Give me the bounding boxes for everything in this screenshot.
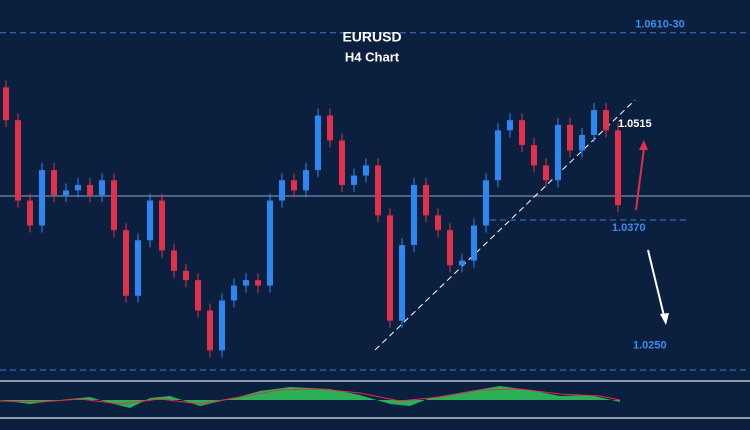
candle-body <box>159 200 165 251</box>
candle-body <box>75 184 81 191</box>
candle-body <box>147 200 153 241</box>
candle-body <box>111 180 117 231</box>
candle-body <box>591 110 597 135</box>
candle-body <box>291 180 297 191</box>
candle-body <box>363 165 369 176</box>
level-label: 1.0610-30 <box>635 19 685 31</box>
candle-body <box>51 170 57 196</box>
chart-subtitle: H4 Chart <box>345 49 400 64</box>
candle-body <box>219 300 225 351</box>
indicator-signal <box>0 388 621 405</box>
candle-body <box>579 134 585 151</box>
level-label: 1.0250 <box>633 340 667 352</box>
candle-body <box>135 240 141 296</box>
candle-body <box>99 180 105 196</box>
candle-body <box>507 120 513 131</box>
candle-body <box>471 225 477 261</box>
arrow-up <box>635 147 645 211</box>
candle-body <box>435 215 441 231</box>
candle-body <box>279 180 285 201</box>
trend-line <box>374 99 636 351</box>
candle-body <box>87 184 93 196</box>
candle-body <box>243 280 249 286</box>
candle-body <box>459 260 465 266</box>
arrow-down <box>647 249 665 317</box>
candle-body <box>3 87 9 121</box>
level-label: 1.0370 <box>612 222 646 234</box>
candle-body <box>411 184 417 246</box>
candle-body <box>531 145 537 166</box>
candle-body <box>399 245 405 321</box>
candle-body <box>327 115 333 141</box>
candle-body <box>63 190 69 196</box>
candle-body <box>339 140 345 185</box>
candle-body <box>267 200 273 286</box>
candle-body <box>483 180 489 226</box>
candle-body <box>15 120 21 201</box>
candle-body <box>519 120 525 146</box>
candle-body <box>39 170 45 226</box>
candle-body <box>603 110 609 131</box>
candle-body <box>231 285 237 301</box>
candle-body <box>351 175 357 185</box>
candle-body <box>555 124 561 181</box>
candle-body <box>303 170 309 191</box>
candle-body <box>447 230 453 266</box>
candle-body <box>255 280 261 286</box>
indicator-histogram <box>0 386 620 408</box>
candle-body <box>387 215 393 321</box>
candle-body <box>195 280 201 311</box>
candle-body <box>375 165 381 216</box>
candle-body <box>171 250 177 271</box>
candles <box>3 80 621 358</box>
candle-body <box>567 124 573 151</box>
arrow-down-head <box>660 313 669 325</box>
levels: 1.0610-30 1.0515 1.0370 1.0250 <box>0 19 750 352</box>
candle-body <box>27 200 33 226</box>
candle-body <box>183 270 189 281</box>
candle-body <box>495 130 501 181</box>
candle-body <box>207 310 213 351</box>
arrow-up-head <box>639 140 648 150</box>
chart-title: EURUSD <box>342 29 401 45</box>
candle-body <box>543 165 549 181</box>
candle-body <box>423 184 429 216</box>
candle-body <box>615 130 621 206</box>
candle-body <box>315 115 321 171</box>
candle-body <box>123 230 129 296</box>
level-label: 1.0515 <box>618 118 652 130</box>
